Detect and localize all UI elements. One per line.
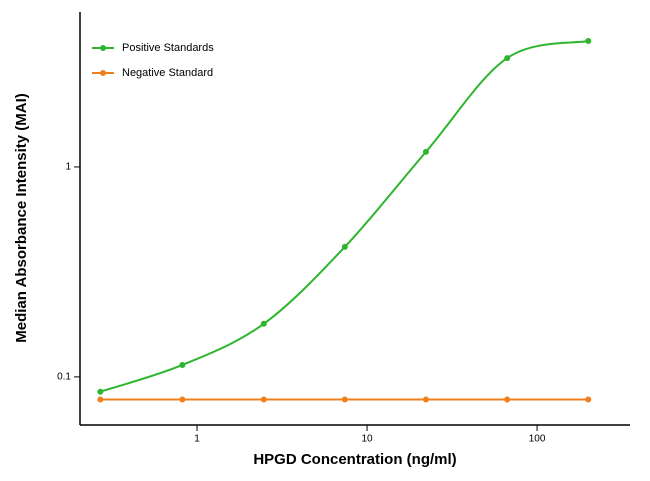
legend-marker [100, 70, 106, 76]
data-point [341, 243, 348, 250]
data-point [179, 396, 186, 403]
data-point [504, 55, 511, 62]
data-point [179, 361, 186, 368]
legend-label: Negative Standard [122, 67, 213, 79]
y-tick-label: 1 [65, 162, 71, 173]
data-point [422, 396, 429, 403]
data-point [341, 396, 348, 403]
data-point [585, 396, 592, 403]
data-point [97, 388, 104, 395]
series-line [100, 40, 589, 393]
data-point [260, 396, 267, 403]
y-tick-label: 0.1 [57, 372, 71, 383]
legend-label: Positive Standards [122, 42, 214, 54]
data-point [422, 148, 429, 155]
legend-marker [100, 45, 106, 51]
y-axis-title: Median Absorbance Intensity (MAI) [13, 93, 30, 342]
x-tick-label: 10 [361, 434, 373, 445]
data-point [97, 396, 104, 403]
data-point [504, 396, 511, 403]
x-tick-label: 100 [529, 434, 546, 445]
data-point [260, 320, 267, 327]
x-tick-label: 1 [194, 434, 200, 445]
data-point [585, 37, 592, 44]
x-axis-title: HPGD Concentration (ng/ml) [253, 451, 456, 468]
